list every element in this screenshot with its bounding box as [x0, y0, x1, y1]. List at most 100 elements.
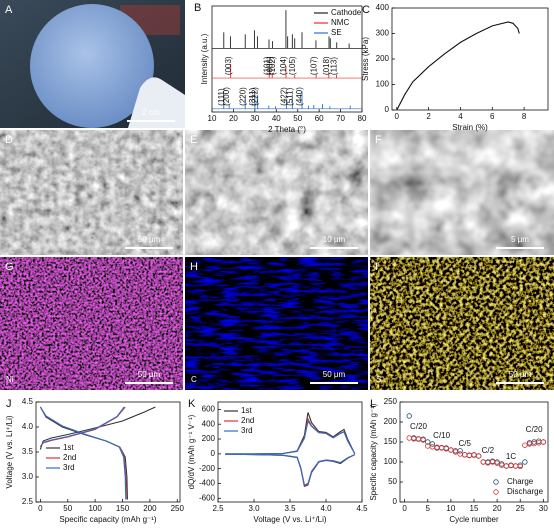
- legend-label: 3rd: [241, 426, 253, 435]
- scale-bar-label: 10 μm: [323, 235, 346, 244]
- panel-label: D: [5, 134, 13, 146]
- x-tick-label: 50: [293, 114, 302, 123]
- element-label: C: [191, 375, 197, 384]
- panel-label: K: [188, 398, 196, 410]
- y-tick-label: 3.0: [22, 472, 34, 481]
- x-tick-label: 2.5: [212, 504, 224, 513]
- x-tick-label: 3.0: [248, 504, 260, 513]
- scale-bar-label: 5 μm: [511, 235, 529, 244]
- y-tick-label: -400: [199, 479, 216, 488]
- hkl-label: (311): [248, 87, 257, 105]
- rate-label: C/2: [482, 446, 495, 455]
- y-tick-label: 200: [384, 417, 398, 426]
- x-tick-label: 4: [458, 112, 463, 121]
- x-tick-label: 250: [171, 504, 185, 513]
- legend-label: 1st: [241, 406, 252, 415]
- hkl-label: (222): [251, 87, 260, 106]
- x-tick-label: 5: [426, 504, 431, 513]
- electrolyte-disc: [30, 4, 154, 128]
- y-tick-label: 150: [384, 437, 398, 446]
- hkl-label: (111): [217, 88, 226, 106]
- data-point: [522, 442, 528, 448]
- x-tick-label: 20: [229, 114, 238, 123]
- image-texture: [0, 257, 183, 390]
- scale-bar-label: 50 μm: [138, 370, 161, 379]
- panel-label: L: [370, 398, 376, 410]
- x-tick-label: 6: [490, 112, 495, 121]
- image-texture: [0, 130, 183, 255]
- x-axis-label: 2 Theta (°): [268, 125, 306, 134]
- x-tick-label: 2: [426, 112, 431, 121]
- x-tick-label: 0: [38, 504, 43, 513]
- element-label: Ni: [6, 375, 14, 384]
- y-tick-label: 200: [202, 434, 216, 443]
- x-axis-label: Strain (%): [452, 123, 488, 132]
- x-tick-label: 30: [539, 504, 548, 513]
- data-point: [406, 413, 412, 419]
- y-tick-label: 600: [202, 405, 216, 414]
- y-tick-label: 4.0: [22, 422, 34, 431]
- hkl-label: (003): [224, 56, 233, 75]
- hkl-label: (220): [238, 87, 247, 106]
- scale-bar-label: 50 μm: [138, 235, 161, 244]
- data-point: [494, 460, 500, 466]
- panel-label: I: [375, 261, 378, 273]
- y-tick-label: 3.5: [22, 447, 34, 456]
- x-tick-label: 70: [336, 114, 345, 123]
- panel-label: G: [5, 261, 14, 273]
- x-tick-label: 200: [143, 504, 157, 513]
- scale-bar-label: 50 μm: [323, 370, 346, 379]
- x-tick-label: 8: [522, 112, 527, 121]
- legend-label: Cathode: [331, 8, 362, 17]
- x-axis-label: Specific capacity (mAh g⁻¹): [59, 515, 156, 524]
- hkl-label: (018): [322, 56, 331, 75]
- rate-label: C/20: [526, 425, 543, 434]
- x-tick-label: 15: [470, 504, 479, 513]
- x-tick-label: 20: [493, 504, 502, 513]
- data-point: [522, 459, 528, 465]
- x-tick-label: 4.0: [320, 504, 332, 513]
- plot-frame: [211, 5, 363, 113]
- legend-label: 2nd: [241, 416, 254, 425]
- x-tick-label: 60: [315, 114, 324, 123]
- y-tick-label: -200: [199, 464, 216, 473]
- y-axis-label: Voltage (V vs. Li⁺/Li): [5, 415, 14, 488]
- legend-label: 2nd: [63, 453, 76, 462]
- panel-label: F: [375, 134, 382, 146]
- y-tick-label: 50: [388, 477, 397, 486]
- y-tick-label: 100: [376, 80, 390, 89]
- data-line: [39, 406, 127, 500]
- data-point: [457, 451, 463, 457]
- data-point: [462, 452, 468, 458]
- y-axis-label: dQ/dV (mAh g⁻¹ V⁻¹): [187, 414, 196, 489]
- data-point: [475, 453, 482, 459]
- rate-label: C/20: [410, 422, 427, 431]
- hkl-label: (105): [288, 56, 297, 75]
- y-axis-label: Stress (kPa): [361, 37, 370, 81]
- x-tick-label: 150: [116, 504, 130, 513]
- data-line: [396, 21, 520, 111]
- y-tick-label: 400: [202, 419, 216, 428]
- y-tick-label: 0: [385, 105, 390, 114]
- x-tick-label: 3.5: [284, 504, 296, 513]
- y-tick-label: 100: [384, 457, 398, 466]
- data-point: [503, 463, 510, 469]
- scale-bar-label: 50 μm: [509, 370, 532, 379]
- y-tick-label: -600: [199, 493, 216, 502]
- hkl-label: (107): [309, 56, 318, 75]
- legend-label: SE: [331, 28, 342, 37]
- x-tick-label: 0: [395, 112, 400, 121]
- element-label: S: [376, 375, 381, 384]
- panel-label: B: [194, 2, 201, 14]
- image-texture: [370, 257, 554, 390]
- x-axis-label: Voltage (V vs. Li⁺/Li): [253, 515, 326, 524]
- data-point: [420, 437, 426, 443]
- image-texture: [185, 257, 368, 390]
- glove-hand: [128, 77, 185, 128]
- scale-bar-label: 2 cm: [142, 108, 160, 117]
- y-tick-label: 2.5: [22, 497, 34, 506]
- x-tick-label: 0: [402, 504, 407, 513]
- hkl-label: (101): [262, 56, 271, 75]
- legend-label: NMC: [331, 18, 349, 27]
